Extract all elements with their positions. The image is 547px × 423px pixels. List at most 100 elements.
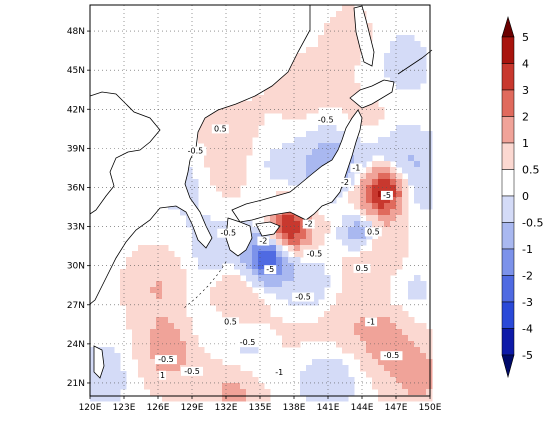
field-cell — [312, 107, 319, 114]
field-cell — [312, 377, 319, 384]
field-cell — [300, 263, 307, 270]
field-cell — [426, 365, 433, 372]
field-cell — [288, 155, 295, 162]
field-cell — [402, 203, 409, 210]
field-cell — [282, 143, 289, 150]
field-cell — [168, 263, 175, 270]
field-cell — [246, 395, 253, 402]
field-cell — [426, 395, 433, 402]
field-cell — [156, 329, 163, 336]
field-cell — [342, 41, 349, 48]
field-cell — [144, 365, 151, 372]
field-cell — [360, 221, 367, 228]
field-cell — [150, 317, 157, 324]
field-cell — [390, 335, 397, 342]
field-cell — [240, 305, 247, 312]
field-cell — [312, 323, 319, 330]
field-cell — [390, 383, 397, 390]
field-cell — [372, 281, 379, 288]
field-cell — [324, 29, 331, 36]
field-cell — [144, 329, 151, 336]
field-cell — [330, 59, 337, 66]
field-cell — [426, 203, 433, 210]
field-cell — [420, 173, 427, 180]
contour-label: -0.5 — [307, 250, 323, 259]
field-cell — [366, 191, 373, 198]
field-cell — [276, 149, 283, 156]
field-cell — [336, 395, 343, 402]
field-cell — [144, 341, 151, 348]
field-cell — [246, 113, 253, 120]
field-cell — [240, 383, 247, 390]
field-cell — [240, 155, 247, 162]
field-cell — [420, 347, 427, 354]
field-cell — [228, 137, 235, 144]
field-cell — [342, 233, 349, 240]
field-cell — [276, 257, 283, 264]
field-cell — [162, 329, 169, 336]
field-cell — [372, 107, 379, 114]
field-cell — [384, 179, 391, 186]
field-cell — [336, 317, 343, 324]
field-cell — [426, 137, 433, 144]
field-cell — [318, 383, 325, 390]
field-cell — [192, 239, 199, 246]
field-cell — [282, 335, 289, 342]
field-cell — [168, 257, 175, 264]
field-cell — [318, 59, 325, 66]
field-cell — [408, 329, 415, 336]
field-cell — [360, 149, 367, 156]
field-cell — [216, 179, 223, 186]
field-cell — [414, 347, 421, 354]
field-cell — [402, 191, 409, 198]
field-cell — [186, 383, 193, 390]
field-cell — [276, 83, 283, 90]
field-cell — [126, 305, 133, 312]
field-cell — [96, 383, 103, 390]
field-cell — [264, 389, 271, 396]
field-cell — [348, 317, 355, 324]
field-cell — [414, 137, 421, 144]
field-cell — [300, 59, 307, 66]
field-cell — [396, 347, 403, 354]
field-cell — [192, 191, 199, 198]
field-cell — [402, 167, 409, 174]
field-cell — [216, 173, 223, 180]
contour-label-bg — [380, 351, 403, 361]
field-cell — [330, 323, 337, 330]
field-cell — [402, 35, 409, 42]
field-cell — [306, 89, 313, 96]
field-cell — [384, 347, 391, 354]
field-cell — [294, 107, 301, 114]
field-cell — [252, 227, 259, 234]
field-cell — [252, 113, 259, 120]
field-cell — [318, 155, 325, 162]
field-cell — [102, 383, 109, 390]
field-cell — [312, 275, 319, 282]
field-cell — [306, 95, 313, 102]
field-cell — [168, 311, 175, 318]
field-cell — [336, 359, 343, 366]
field-cell — [216, 131, 223, 138]
field-cell — [300, 65, 307, 72]
field-cell — [288, 323, 295, 330]
colorbar-segment — [501, 36, 515, 64]
field-cell — [408, 353, 415, 360]
field-cell — [288, 173, 295, 180]
field-cell — [156, 311, 163, 318]
field-cell — [330, 35, 337, 42]
field-cell — [282, 113, 289, 120]
field-cell — [138, 281, 145, 288]
field-cell — [384, 203, 391, 210]
field-cell — [312, 101, 319, 108]
field-cell — [294, 329, 301, 336]
field-cell — [414, 179, 421, 186]
field-cell — [372, 209, 379, 216]
field-cell — [366, 347, 373, 354]
field-cell — [282, 83, 289, 90]
field-cell — [372, 113, 379, 120]
field-cell — [354, 239, 361, 246]
field-cell — [288, 161, 295, 168]
field-cell — [282, 215, 289, 222]
